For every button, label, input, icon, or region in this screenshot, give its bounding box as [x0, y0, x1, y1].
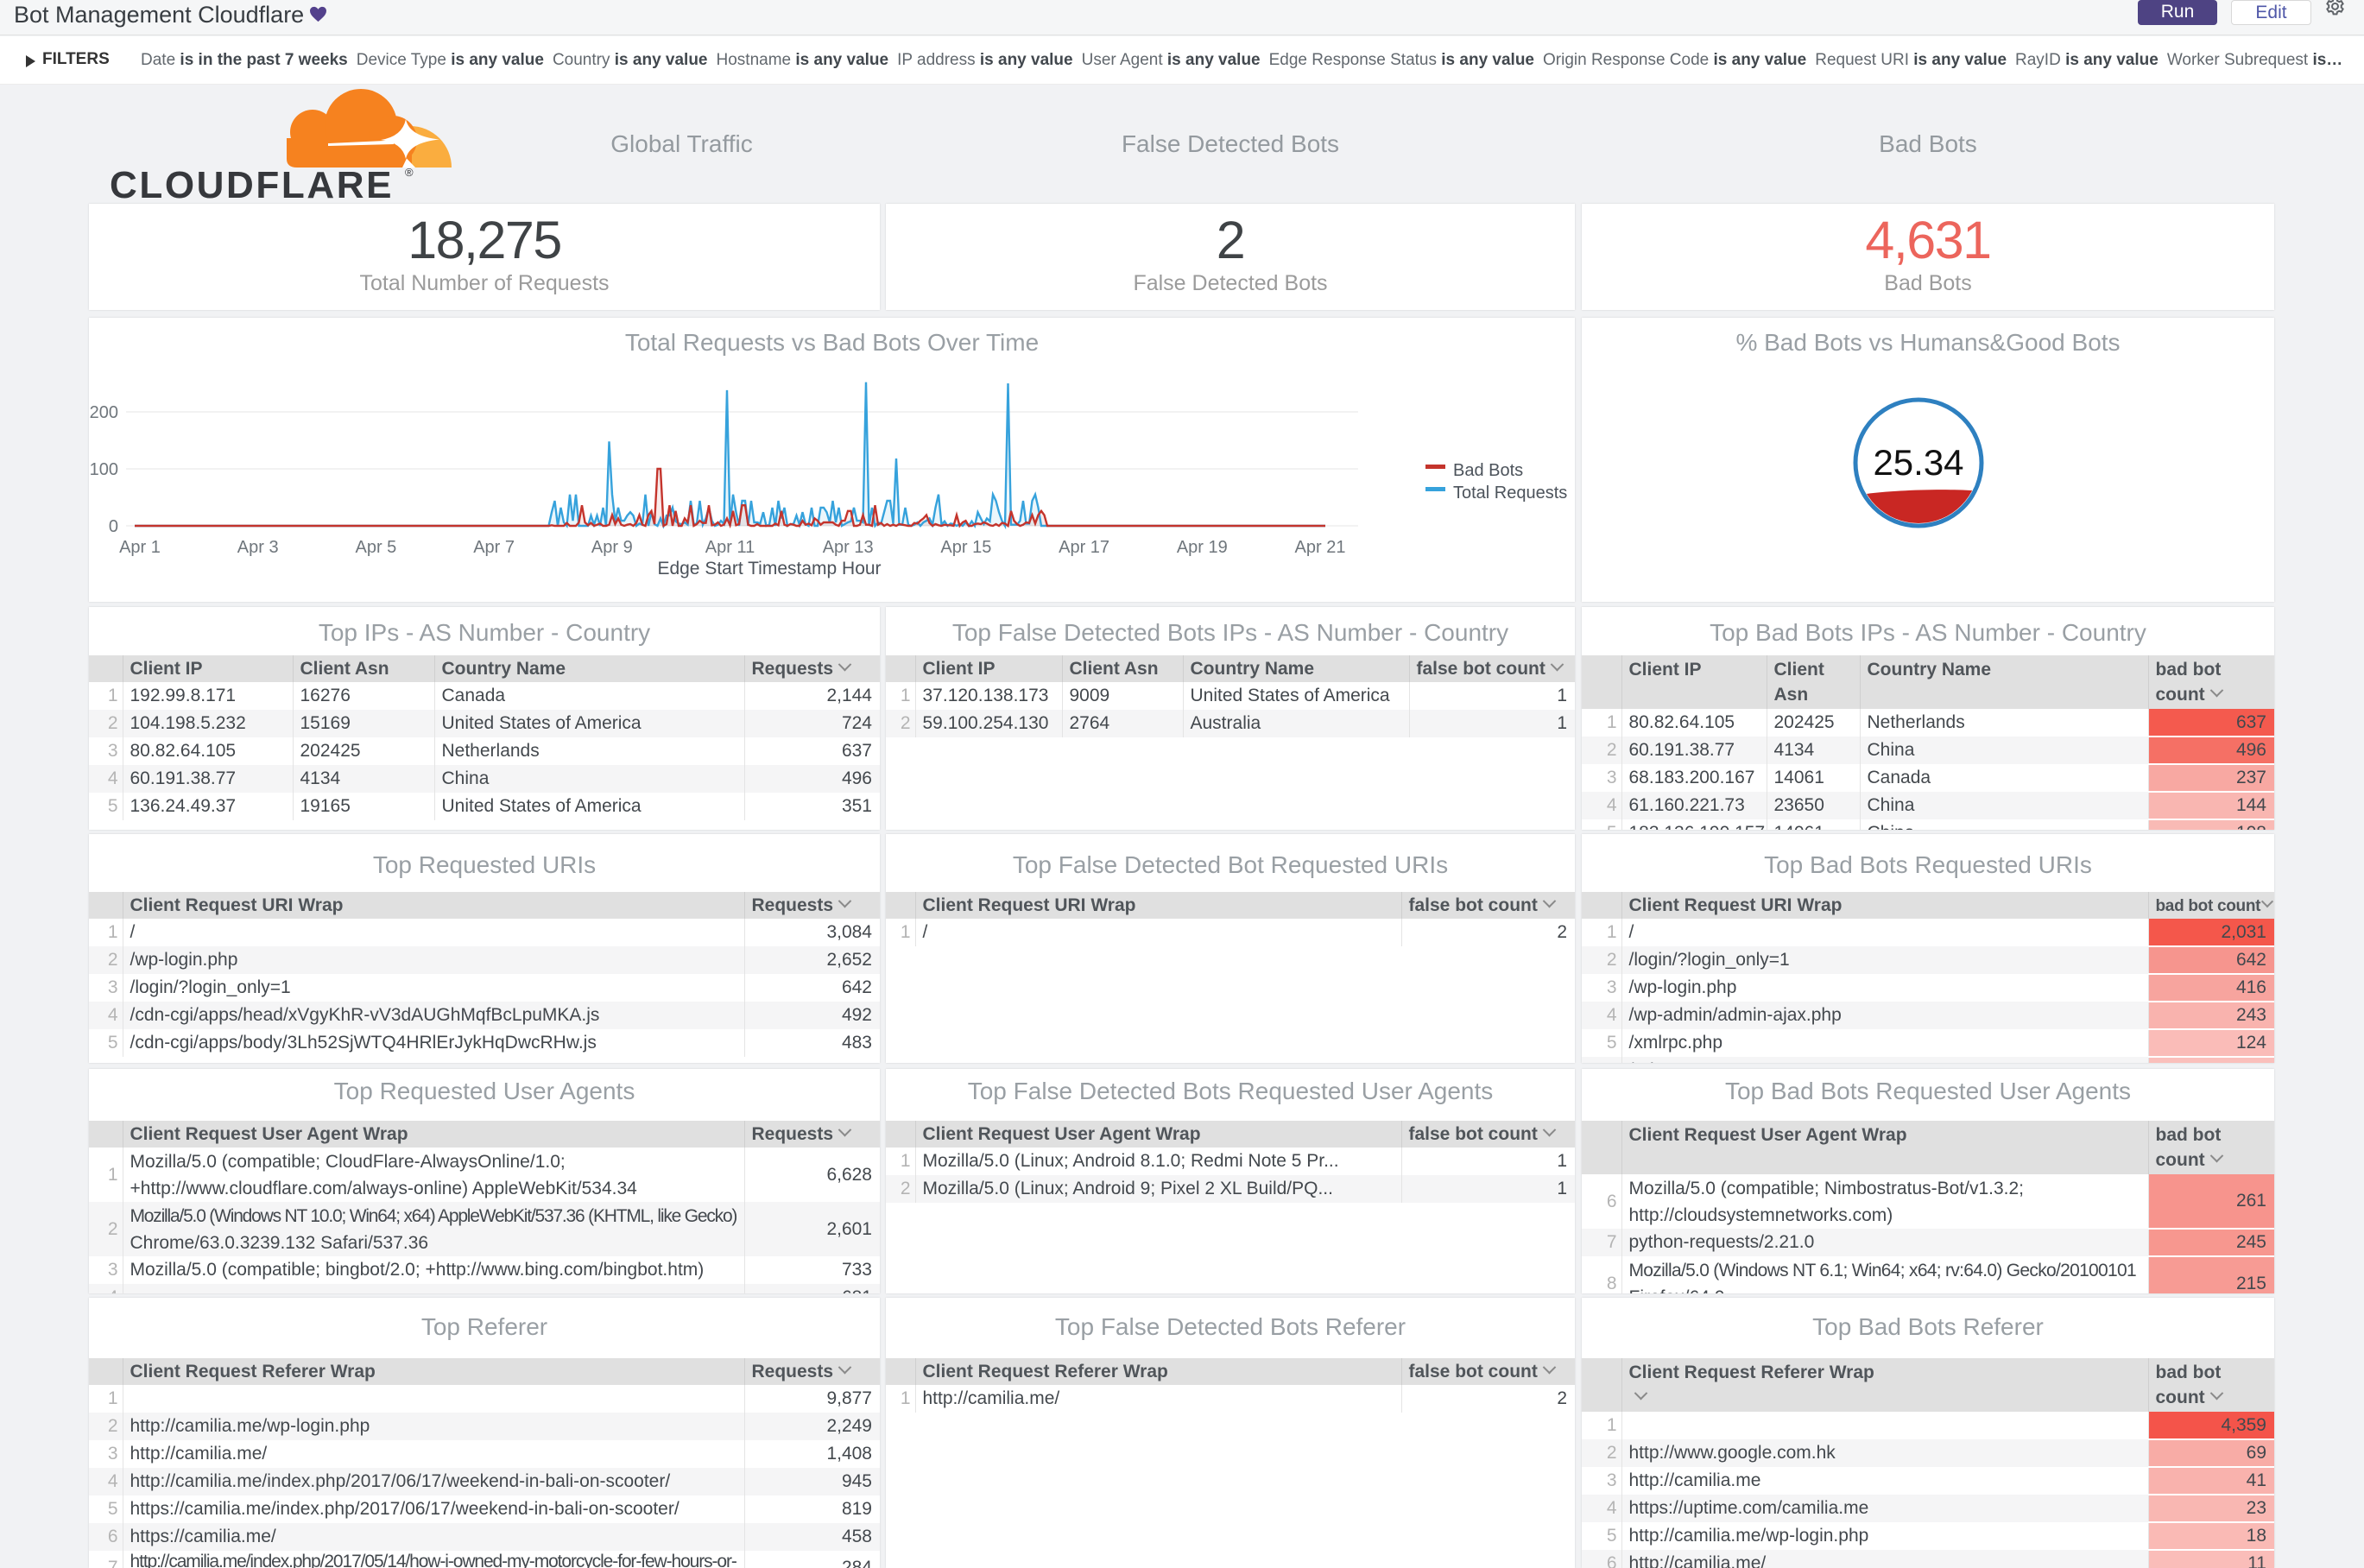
svg-text:Bad Bots: Bad Bots	[1453, 461, 1523, 480]
svg-text:Apr 11: Apr 11	[705, 538, 755, 557]
svg-text:®: ®	[405, 166, 414, 179]
svg-text:Apr 21: Apr 21	[1295, 538, 1346, 557]
svg-text:Edge Start Timestamp Hour: Edge Start Timestamp Hour	[657, 559, 881, 579]
svg-text:Apr 3: Apr 3	[237, 538, 279, 557]
svg-text:100: 100	[90, 460, 118, 479]
svg-text:Total Requests: Total Requests	[1453, 484, 1567, 503]
svg-text:Apr 5: Apr 5	[355, 538, 396, 557]
svg-text:Apr 7: Apr 7	[473, 538, 515, 557]
svg-text:0: 0	[109, 517, 118, 536]
svg-text:Apr 17: Apr 17	[1059, 538, 1109, 557]
svg-text:Apr 15: Apr 15	[940, 538, 991, 557]
svg-text:CLOUDFLARE: CLOUDFLARE	[110, 164, 394, 205]
svg-text:Apr 1: Apr 1	[119, 538, 161, 557]
svg-text:Apr 13: Apr 13	[823, 538, 874, 557]
svg-text:Apr 19: Apr 19	[1177, 538, 1228, 557]
svg-text:200: 200	[90, 403, 118, 422]
svg-text:Apr 9: Apr 9	[591, 538, 633, 557]
svg-text:25.34: 25.34	[1873, 442, 1963, 483]
